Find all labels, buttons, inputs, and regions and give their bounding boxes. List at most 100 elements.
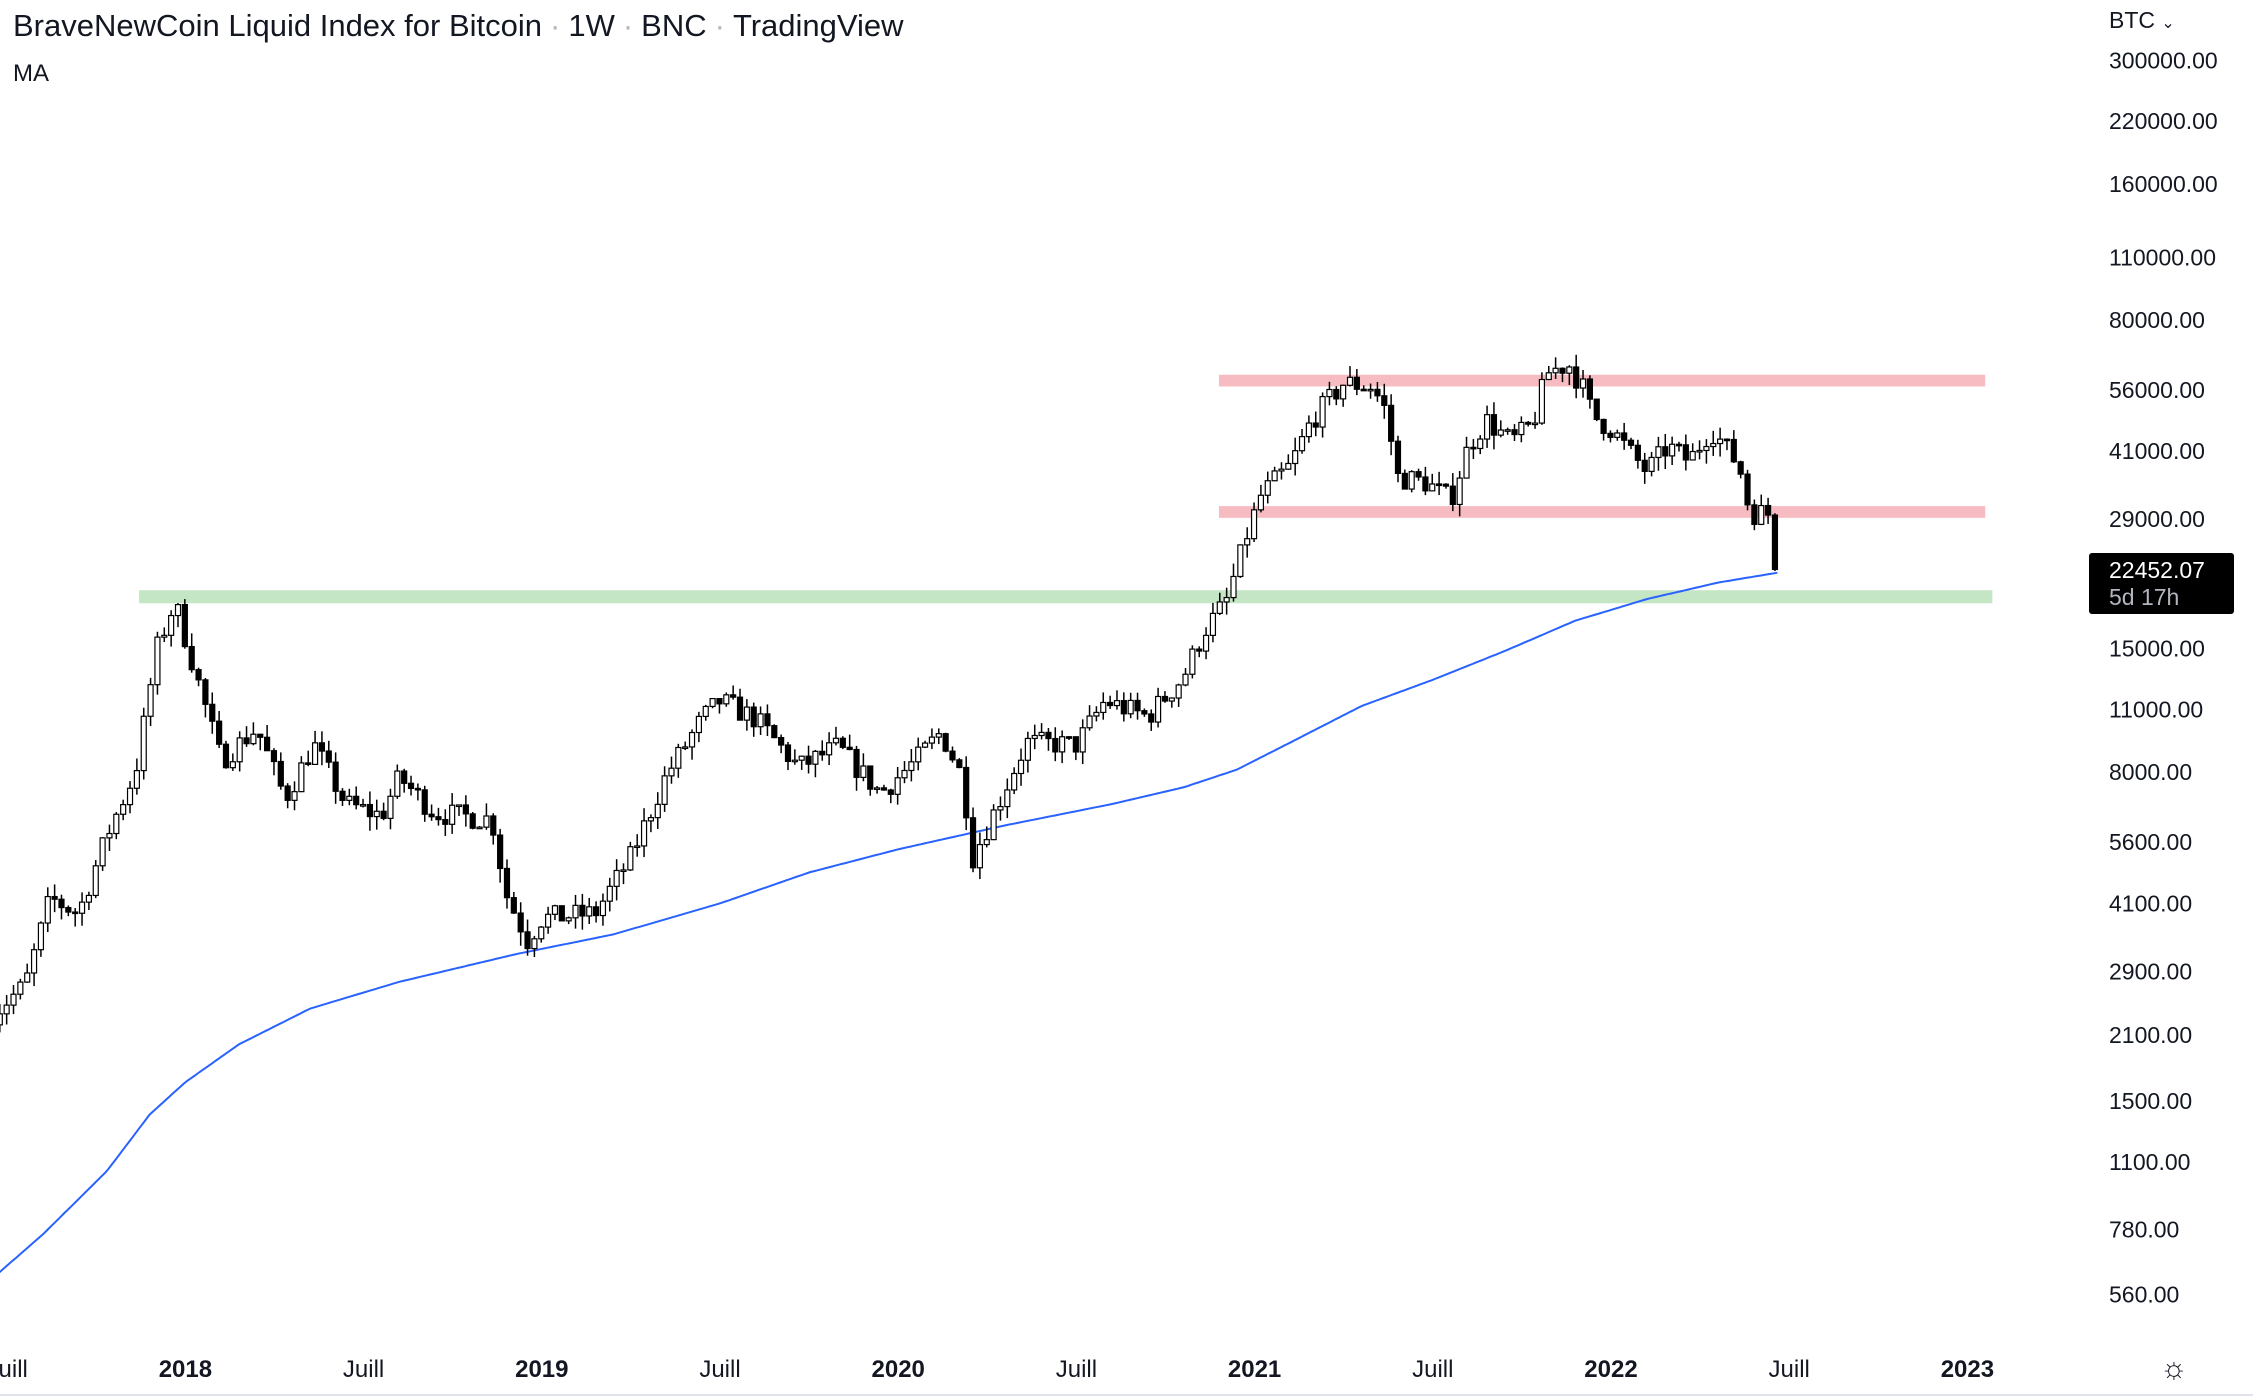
candle <box>1257 484 1265 513</box>
candle-body <box>538 926 545 940</box>
candle <box>174 603 182 628</box>
candle-body <box>1771 514 1779 571</box>
time-tick-label: Juill <box>1056 1356 1097 1383</box>
gear-icon[interactable]: ☼ <box>2160 1352 2188 1385</box>
candle-body <box>716 697 723 705</box>
candle-body <box>1669 443 1676 457</box>
candle-body <box>592 906 600 917</box>
candle <box>1717 427 1724 457</box>
candle-body <box>0 1013 3 1026</box>
candle-body <box>353 795 360 806</box>
candle-body <box>1141 710 1148 715</box>
candle-body <box>750 706 757 728</box>
candle <box>1202 627 1210 660</box>
candle-body <box>1586 378 1593 400</box>
candle <box>860 753 867 782</box>
candle-body <box>675 746 682 769</box>
candle-body <box>1175 684 1182 699</box>
candle-body <box>366 803 374 818</box>
candle-body <box>668 767 675 777</box>
candle-body <box>723 694 730 705</box>
candle-body <box>421 789 428 815</box>
candle <box>263 725 271 752</box>
price-tick-label: 8000.00 <box>2109 759 2192 785</box>
candle-body <box>373 810 380 818</box>
candle <box>1230 563 1237 602</box>
candle <box>723 692 730 707</box>
candle-body <box>969 817 977 869</box>
candle <box>442 809 449 836</box>
candle-body <box>620 869 627 873</box>
candle <box>1641 452 1648 484</box>
candle <box>682 741 689 751</box>
candle <box>620 863 627 885</box>
candle <box>490 813 497 845</box>
candle-body <box>339 790 346 801</box>
interval[interactable]: 1W <box>568 8 615 43</box>
candle <box>969 807 977 873</box>
candle <box>1031 724 1038 750</box>
candle <box>1120 692 1127 722</box>
candle-body <box>572 904 579 919</box>
candle-body <box>30 949 38 974</box>
candle-body <box>757 713 764 728</box>
candle <box>1634 439 1641 469</box>
candle-body <box>524 931 531 950</box>
candle-body <box>17 981 24 995</box>
candle-body <box>113 813 120 835</box>
candle <box>120 799 127 821</box>
candle <box>1621 422 1628 450</box>
candle-body <box>1333 388 1340 400</box>
price-tick-label: 2100.00 <box>2109 1022 2192 1048</box>
candle <box>1710 430 1717 456</box>
candle <box>558 905 565 922</box>
candle-body <box>1634 444 1641 461</box>
candle-body <box>51 895 58 900</box>
candle <box>942 732 949 753</box>
candle-body <box>956 759 963 769</box>
zone-resistance-mid <box>1218 506 1986 518</box>
candle <box>798 755 805 770</box>
candle <box>839 736 846 750</box>
candle <box>1264 471 1271 504</box>
candle <box>867 765 874 796</box>
candle-body <box>832 737 840 744</box>
price-tick-label: 15000.00 <box>2109 636 2205 662</box>
currency-selector[interactable]: BTC ⌄ <box>2109 7 2175 34</box>
candle <box>257 733 264 751</box>
candle-body <box>1545 372 1552 381</box>
candle <box>1525 421 1532 427</box>
candle-body <box>1367 388 1374 392</box>
candle <box>688 729 696 760</box>
price-tick-label: 780.00 <box>2109 1216 2179 1242</box>
candle-body <box>819 750 826 756</box>
candle-body <box>476 826 483 830</box>
candle-body <box>709 697 716 708</box>
candle <box>380 802 387 821</box>
candle-body <box>990 809 997 841</box>
candle-body <box>1072 736 1079 753</box>
indicator-legend-ma[interactable]: MA <box>13 60 49 87</box>
candle <box>469 812 476 830</box>
candle-body <box>695 715 702 734</box>
candle-body <box>771 725 778 739</box>
zones <box>139 374 1993 604</box>
candle <box>983 826 990 848</box>
candle-body <box>1360 388 1367 392</box>
candle <box>1662 433 1669 470</box>
candle-body <box>682 746 689 750</box>
candle <box>181 599 188 649</box>
candle <box>394 764 401 799</box>
bar-countdown: 5d 17h <box>2109 584 2180 610</box>
candle <box>209 692 216 734</box>
candle <box>764 704 771 737</box>
candle-body <box>798 755 805 761</box>
candle <box>1422 466 1429 496</box>
currency-label: BTC <box>2109 7 2155 33</box>
candle <box>599 893 607 926</box>
candle-body <box>120 804 127 815</box>
candle-body <box>1497 429 1504 436</box>
candle <box>1059 730 1066 764</box>
candle-body <box>846 746 853 751</box>
